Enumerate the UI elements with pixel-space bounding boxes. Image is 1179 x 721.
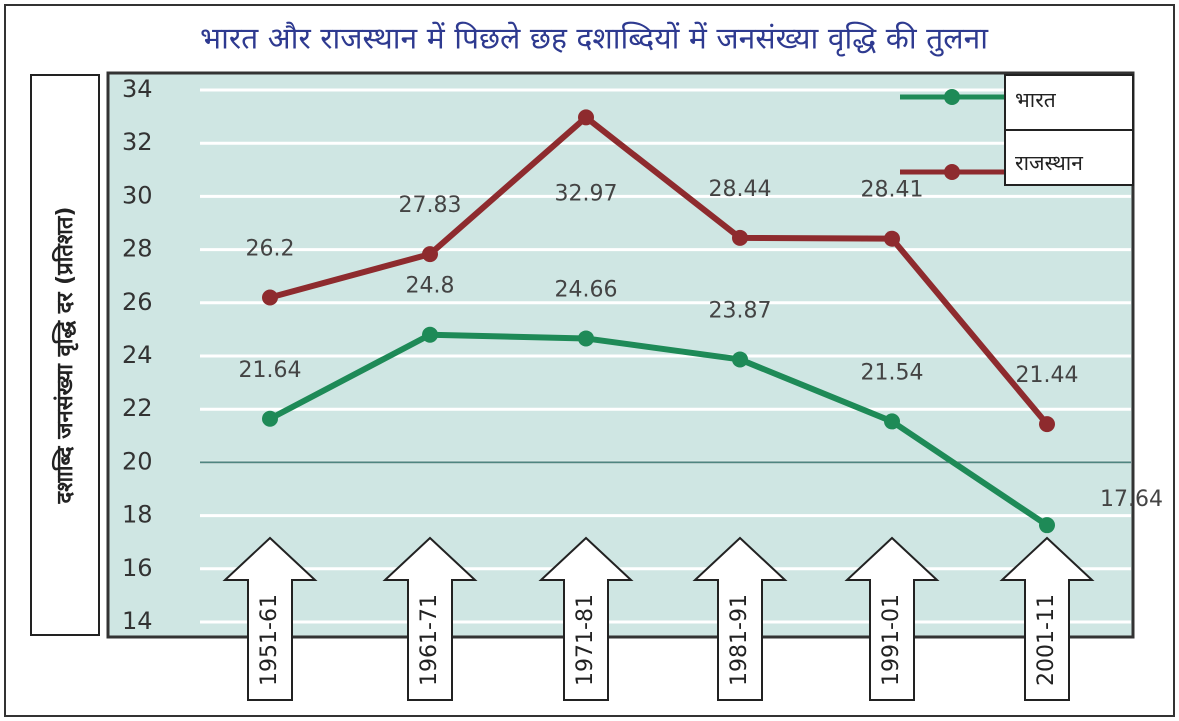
- x-tick-label: 1971-81: [573, 594, 598, 686]
- data-label: 26.2: [246, 236, 295, 261]
- data-label: 21.64: [239, 358, 302, 383]
- series-line: [269, 114, 1050, 427]
- legend-label: राजस्थान: [1015, 151, 1083, 175]
- category-arrow: [692, 536, 788, 701]
- data-label: 32.97: [555, 181, 618, 206]
- data-point: [884, 413, 900, 430]
- x-tick-label: 1961-71: [417, 594, 442, 686]
- data-label: 28.41: [861, 178, 924, 203]
- x-tick-label: 1991-01: [879, 594, 904, 686]
- category-arrow: [538, 536, 634, 701]
- x-tick-label: 2001-11: [1034, 594, 1059, 686]
- y-label-box: [30, 74, 100, 636]
- y-tick-label: 34: [122, 75, 153, 103]
- category-arrow: [844, 536, 940, 701]
- data-point: [732, 351, 748, 368]
- data-label: 17.64: [1100, 487, 1163, 512]
- y-axis-label: दशाब्दि जनसंख्या वृद्धि दर (प्रतिशत): [51, 207, 79, 505]
- category-arrow: [222, 536, 318, 701]
- y-tick-label: 24: [122, 341, 153, 369]
- data-point: [422, 246, 438, 263]
- legend-box: [1004, 74, 1134, 131]
- y-tick-label: 14: [122, 607, 153, 635]
- data-label: 21.44: [1016, 363, 1079, 388]
- x-tick-label: 1951-61: [257, 594, 282, 686]
- y-tick-label: 18: [122, 501, 153, 529]
- data-point: [1039, 416, 1055, 433]
- data-label: 23.87: [709, 298, 772, 323]
- y-tick-label: 26: [122, 288, 153, 316]
- y-tick-label: 20: [122, 447, 153, 475]
- data-label: 24.8: [406, 274, 455, 299]
- legend-dot: [944, 164, 960, 180]
- y-tick-label: 16: [122, 554, 153, 582]
- data-point: [884, 230, 900, 247]
- category-arrow: [382, 536, 478, 701]
- legend-dot: [944, 89, 960, 105]
- data-label: 27.83: [399, 193, 462, 218]
- data-point: [1039, 517, 1055, 534]
- data-point: [578, 109, 594, 126]
- x-tick-label: 1981-91: [727, 594, 752, 686]
- y-tick-label: 22: [122, 394, 153, 422]
- data-label: 21.54: [861, 360, 924, 385]
- data-point: [578, 330, 594, 347]
- legend-box: [1004, 129, 1134, 186]
- data-point: [262, 410, 278, 427]
- category-arrow: [999, 536, 1095, 701]
- data-label: 24.66: [555, 277, 618, 302]
- chart-title: भारत और राजस्थान में पिछले छह दशाब्दियों…: [200, 22, 989, 58]
- series-line: [268, 331, 1049, 528]
- data-point: [732, 229, 748, 246]
- y-tick-label: 30: [122, 181, 153, 209]
- y-tick-label: 28: [122, 235, 153, 263]
- data-point: [422, 326, 438, 343]
- y-tick-label: 32: [122, 128, 153, 156]
- data-point: [262, 289, 278, 306]
- legend-label: भारत: [1015, 88, 1057, 112]
- data-label: 28.44: [709, 177, 772, 202]
